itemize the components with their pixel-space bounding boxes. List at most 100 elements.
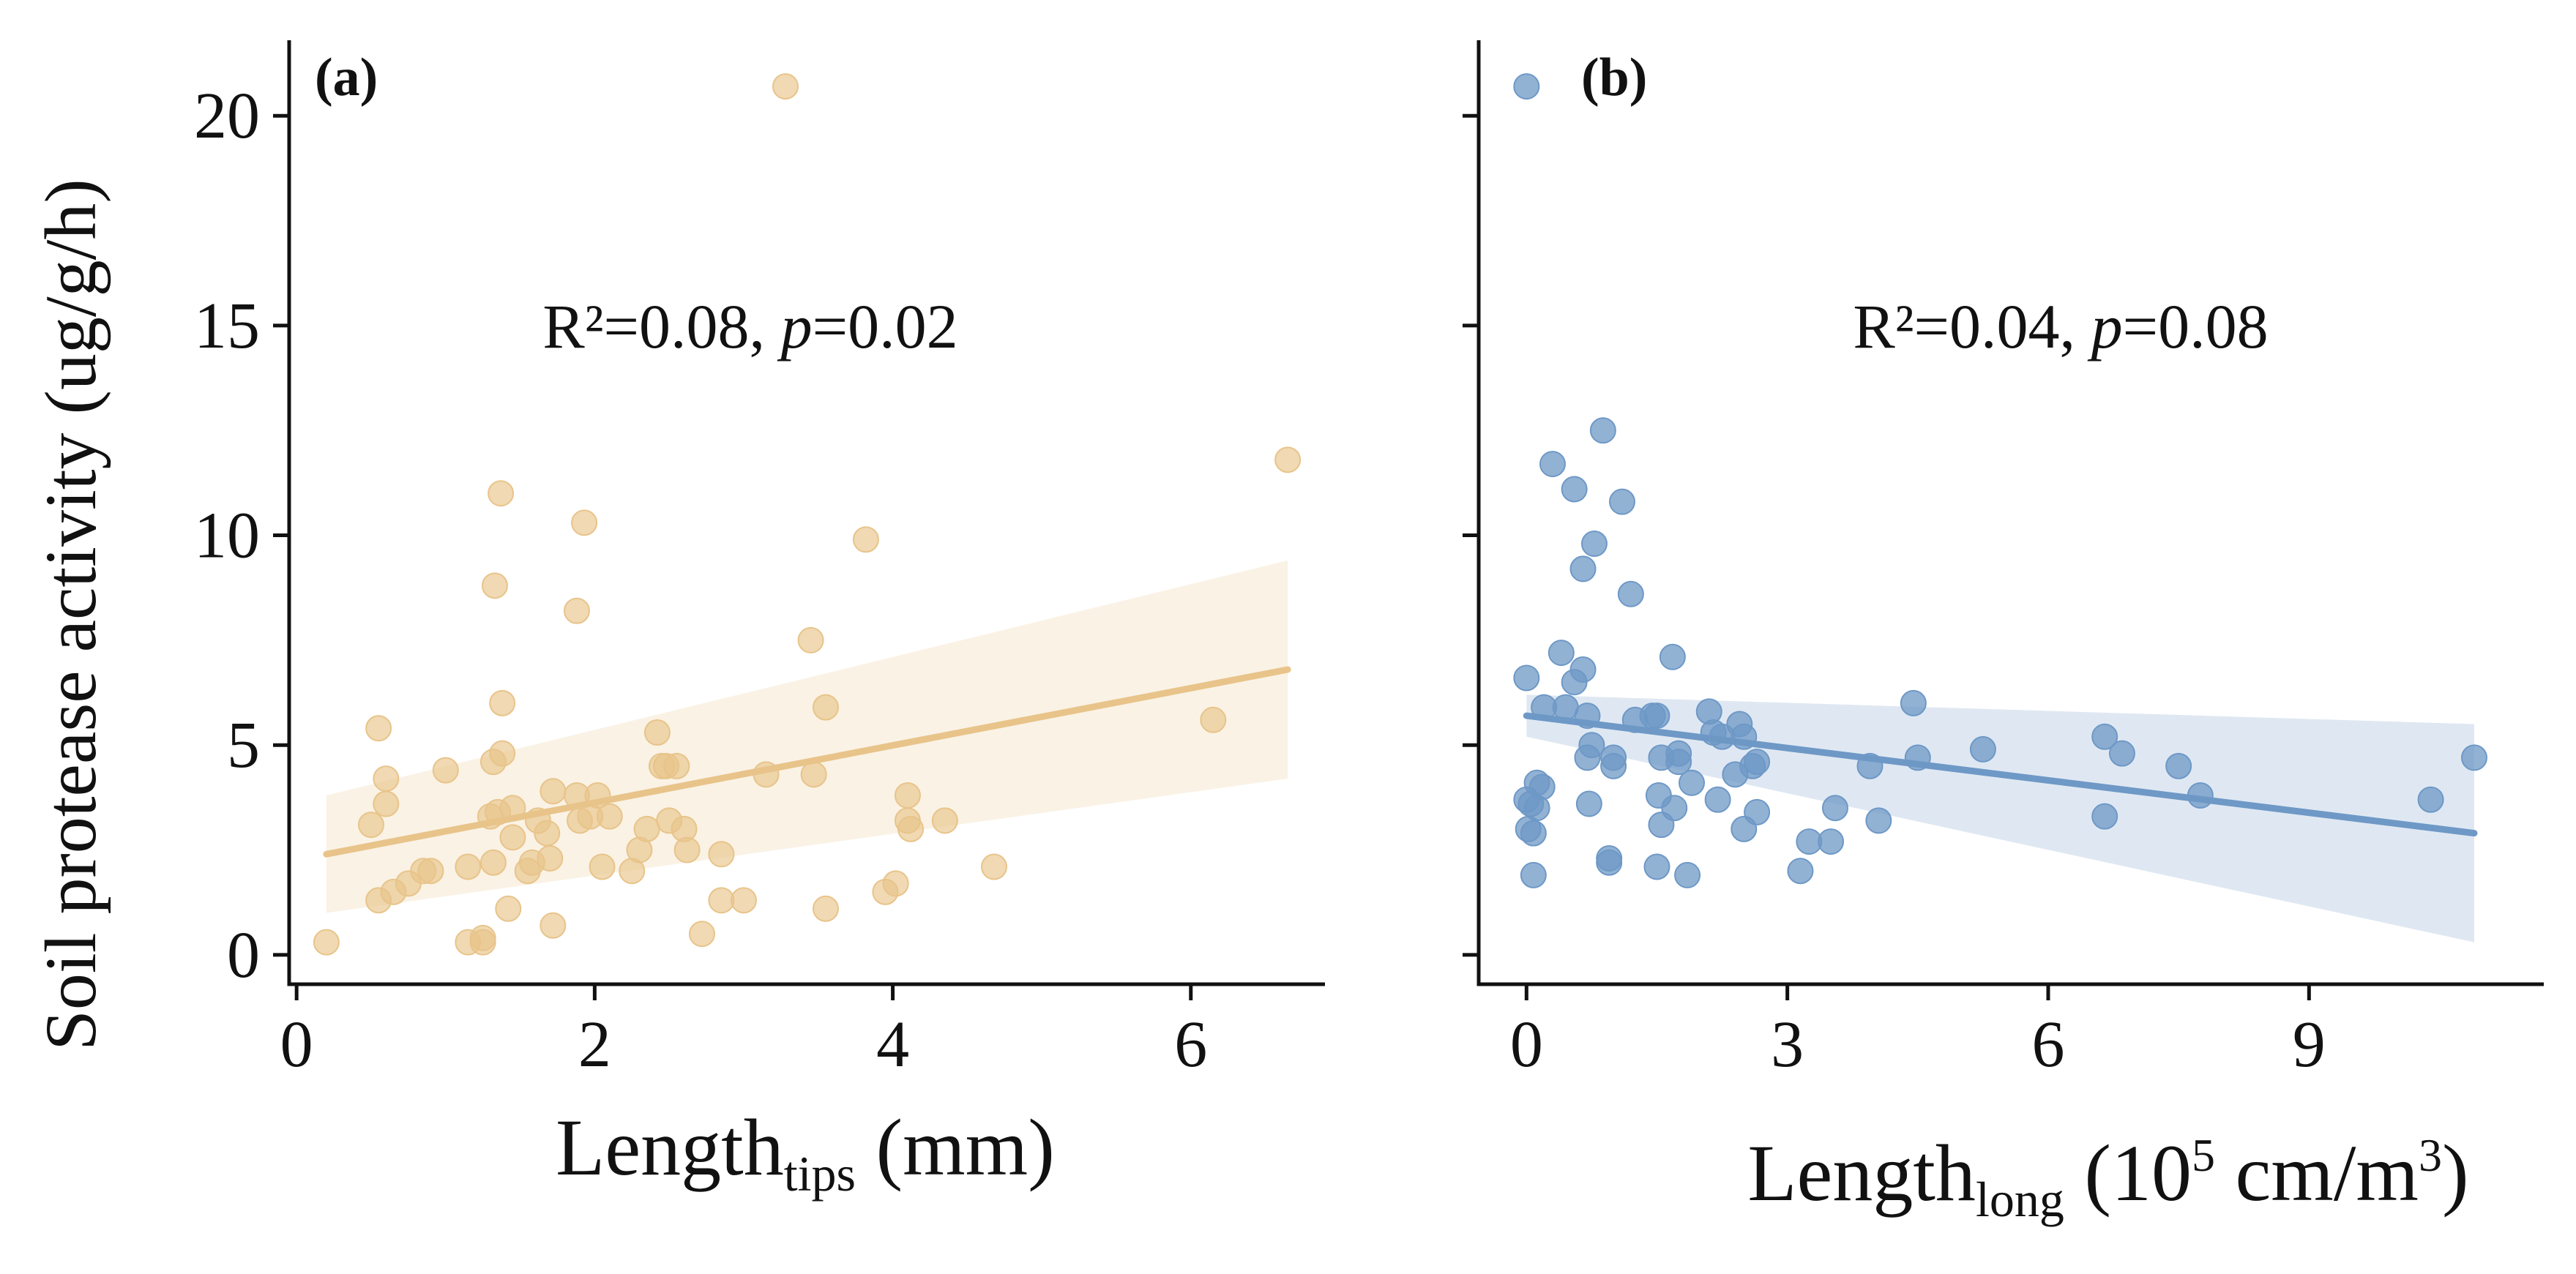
data-point-a-52 — [708, 841, 735, 868]
ticks-a: 0 2 4 6 0 5 10 15 20 — [194, 80, 1207, 1081]
x-axis-label-a: Lengthtips (mm) — [556, 1103, 1055, 1202]
data-point-b-49 — [1731, 723, 1758, 750]
xlabel-sup2-b: 3 — [2419, 1129, 2442, 1181]
data-point-b-45 — [1704, 786, 1731, 813]
x-tick-label-a-6: 6 — [1174, 1008, 1207, 1081]
data-point-a-43 — [633, 815, 660, 842]
x-tick-label-a-2: 2 — [578, 1008, 611, 1081]
data-point-b-58 — [1856, 752, 1884, 779]
data-point-a-2 — [365, 715, 392, 742]
data-point-b-28 — [1608, 488, 1635, 515]
panel-label-a: (a) — [315, 48, 378, 108]
stats-prefix-b: R²=0.04, — [1853, 291, 2091, 361]
data-point-b-61 — [1904, 744, 1931, 771]
data-point-b-33 — [1643, 853, 1670, 880]
data-point-b-25 — [1596, 849, 1623, 876]
x-axis-label-b: Lengthlong (105 cm/m3) — [1747, 1128, 2468, 1227]
data-point-b-37 — [1659, 643, 1686, 670]
panel-a: 0 2 4 6 0 5 10 15 20 (a) R²=0.08, p=0.02 Lengtht… — [194, 40, 1325, 1202]
data-point-a-9 — [417, 858, 444, 885]
data-point-a-20 — [488, 480, 515, 507]
xlabel-sub-b: long — [1976, 1172, 2064, 1227]
data-point-b-22 — [1580, 531, 1608, 557]
x-tick-label-b-6: 6 — [2031, 1008, 2064, 1081]
data-point-a-32 — [540, 912, 567, 939]
data-point-b-67 — [2187, 782, 2214, 809]
data-point-b-42 — [1679, 769, 1705, 796]
ticks-b: 0 3 6 9 — [1463, 113, 2326, 1081]
data-point-b-38 — [1661, 795, 1688, 822]
data-point-a-12 — [455, 853, 482, 880]
data-point-b-68 — [2417, 786, 2444, 813]
xlabel-sup-b: 5 — [2192, 1129, 2215, 1181]
data-point-a-58 — [800, 761, 827, 788]
y-tick-label-a-5: 5 — [227, 709, 260, 782]
data-point-b-65 — [2108, 740, 2135, 767]
x-tick-label-b-3: 3 — [1771, 1008, 1804, 1081]
data-point-b-69 — [2460, 744, 2487, 771]
data-point-a-10 — [432, 757, 459, 784]
data-point-a-0 — [313, 929, 340, 956]
data-point-a-54 — [730, 887, 757, 914]
data-point-a-21 — [489, 689, 516, 716]
data-point-b-11 — [1539, 451, 1566, 478]
data-point-b-18 — [1574, 702, 1601, 730]
data-point-b-40 — [1665, 749, 1692, 776]
y-tick-label-a-10: 10 — [194, 500, 260, 572]
panel-b: 0 3 6 9 (b) R²=0.04, p=0.08 Lengthlong (105… — [1463, 40, 2544, 1227]
data-point-b-20 — [1575, 790, 1602, 817]
regression-line-b — [1523, 712, 2478, 837]
data-point-a-22 — [489, 740, 516, 767]
y-tick-label-a-0: 0 — [227, 919, 260, 992]
confidence-band-a — [326, 560, 1288, 913]
xlabel-main-b: Length — [1747, 1128, 1976, 1218]
data-point-a-55 — [753, 761, 780, 788]
data-point-b-29 — [1617, 580, 1644, 607]
data-point-a-69 — [1200, 706, 1227, 733]
data-point-a-56 — [772, 73, 799, 100]
data-point-a-24 — [499, 795, 526, 822]
stats-annotation-b: R²=0.04, p=0.08 — [1853, 291, 2268, 361]
data-point-a-61 — [852, 526, 879, 553]
data-point-a-70 — [1274, 446, 1302, 473]
data-point-b-53 — [1744, 749, 1771, 776]
data-point-a-40 — [596, 803, 623, 830]
x-tick-label-b-9: 9 — [2293, 1008, 2326, 1081]
data-point-b-64 — [2091, 723, 2118, 750]
data-point-b-21 — [1578, 732, 1605, 759]
data-point-a-57 — [797, 626, 824, 653]
data-point-b-63 — [2091, 803, 2118, 830]
data-point-b-62 — [1969, 735, 1996, 762]
panel-label-b: (b) — [1581, 48, 1647, 108]
data-point-b-12 — [1548, 640, 1575, 667]
data-point-b-9 — [1528, 773, 1556, 801]
axes-frame-a — [287, 40, 1325, 986]
data-point-a-63 — [882, 870, 909, 897]
y-tick-label-a-20: 20 — [194, 80, 260, 152]
data-point-a-18 — [481, 572, 508, 599]
data-point-b-17 — [1569, 555, 1597, 582]
data-point-a-36 — [571, 509, 598, 536]
data-point-a-5 — [373, 790, 400, 817]
data-point-a-51 — [688, 921, 715, 948]
y-tick-label-a-15: 15 — [194, 290, 260, 362]
data-point-a-64 — [894, 782, 921, 809]
xlabel-main-a: Length — [556, 1103, 784, 1192]
data-point-a-53 — [708, 887, 735, 914]
data-point-a-48 — [663, 752, 690, 779]
data-point-a-33 — [563, 597, 590, 624]
data-point-a-17 — [479, 849, 507, 876]
data-point-a-39 — [589, 853, 616, 880]
data-point-b-57 — [1821, 795, 1848, 822]
x-tick-label-a-4: 4 — [876, 1008, 909, 1081]
data-point-a-25 — [499, 824, 526, 851]
axes-frame-b — [1476, 40, 2544, 986]
xlabel-rest-a: (mm) — [856, 1103, 1055, 1192]
data-point-a-50 — [673, 836, 701, 863]
x-tick-label-b-0: 0 — [1510, 1008, 1543, 1081]
stats-prefix-a: R²=0.08, — [542, 291, 780, 361]
stats-p-a: p — [777, 291, 813, 361]
data-point-b-16 — [1569, 656, 1597, 683]
data-point-a-1 — [357, 812, 384, 839]
